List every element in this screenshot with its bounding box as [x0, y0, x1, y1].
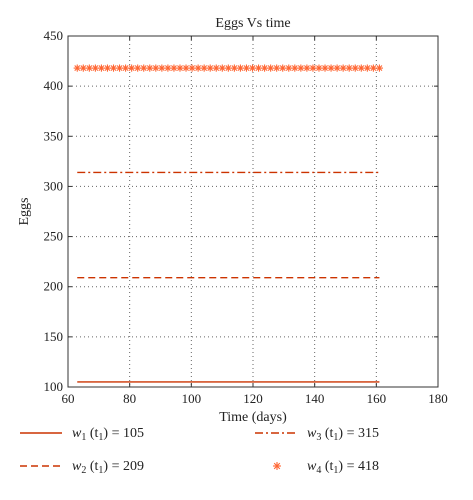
asterisk-marker: [248, 64, 257, 72]
chart-title: Eggs Vs time: [215, 16, 290, 31]
legend-label: w4 (t1) = 418: [307, 459, 379, 476]
asterisk-marker: [267, 64, 275, 72]
legend-entry-2: w2 (t1) = 209: [20, 459, 144, 476]
asterisk-marker: [273, 462, 281, 470]
asterisk-marker: [327, 64, 335, 72]
y-tick-label: 450: [44, 28, 64, 43]
asterisk-marker: [206, 64, 214, 72]
legend-label: w2 (t1) = 209: [72, 459, 144, 476]
asterisk-marker: [303, 64, 311, 72]
asterisk-marker: [357, 64, 365, 72]
x-tick-label: 80: [123, 391, 136, 406]
series-4: [73, 64, 384, 72]
asterisk-marker: [260, 64, 269, 72]
asterisk-marker: [236, 64, 245, 72]
asterisk-marker: [254, 64, 263, 72]
asterisk-marker: [279, 64, 287, 72]
asterisk-marker: [134, 64, 142, 72]
x-tick-label: 60: [62, 391, 75, 406]
asterisk-marker: [79, 64, 87, 72]
asterisk-marker: [321, 64, 329, 72]
x-tick-label: 160: [367, 391, 387, 406]
asterisk-marker: [164, 64, 172, 72]
series-layer: [73, 64, 384, 383]
asterisk-marker: [363, 64, 371, 72]
x-tick-label: 180: [428, 391, 448, 406]
legend-label: w3 (t1) = 315: [307, 426, 379, 443]
legend-entry-4: w4 (t1) = 418: [273, 459, 379, 476]
asterisk-marker: [188, 64, 196, 72]
asterisk-marker: [182, 64, 190, 72]
legend-label: w1 (t1) = 105: [72, 426, 144, 443]
y-tick-label: 200: [44, 279, 64, 294]
x-axis-label: Time (days): [219, 410, 287, 425]
asterisk-marker: [212, 64, 220, 72]
y-tick-label: 300: [44, 178, 64, 193]
asterisk-marker: [109, 64, 118, 72]
asterisk-marker: [315, 64, 323, 72]
x-tick-label: 100: [182, 391, 202, 406]
asterisk-marker: [146, 64, 154, 72]
asterisk-marker: [97, 64, 106, 72]
grid-lines: [68, 36, 438, 387]
y-tick-label: 150: [44, 329, 64, 344]
legend-entry-3: w3 (t1) = 315: [255, 426, 379, 443]
legend-entry-1: w1 (t1) = 105: [20, 426, 144, 443]
legend: w1 (t1) = 105 w3 (t1) = 315 w2 (t1) = 209 w…: [20, 426, 379, 476]
asterisk-marker: [73, 64, 81, 72]
y-tick-label: 400: [44, 78, 64, 93]
asterisk-marker: [170, 64, 178, 72]
asterisk-marker: [115, 64, 124, 72]
asterisk-marker: [103, 64, 112, 72]
asterisk-marker: [158, 64, 166, 72]
asterisk-marker: [121, 64, 130, 72]
asterisk-marker: [224, 64, 232, 72]
asterisk-marker: [291, 64, 299, 72]
asterisk-marker: [297, 64, 305, 72]
y-tick-label: 350: [44, 128, 64, 143]
asterisk-marker: [345, 64, 353, 72]
x-tick-label: 120: [243, 391, 263, 406]
asterisk-marker: [333, 64, 341, 72]
asterisk-marker: [140, 64, 148, 72]
asterisk-marker: [339, 64, 347, 72]
asterisk-marker: [200, 64, 208, 72]
asterisk-marker: [273, 64, 281, 72]
asterisk-marker: [176, 64, 184, 72]
axis-ticks: 60 80 100 120 140 160 180 100 150 200 250 300 350 400…: [44, 28, 448, 406]
asterisk-marker: [218, 64, 226, 72]
y-tick-label: 100: [44, 379, 64, 394]
asterisk-marker: [194, 64, 202, 72]
asterisk-marker: [351, 64, 359, 72]
asterisk-marker: [230, 64, 238, 72]
asterisk-marker: [242, 64, 251, 72]
asterisk-marker: [85, 64, 93, 72]
asterisk-marker: [152, 64, 160, 72]
y-axis-label: Eggs: [17, 198, 32, 226]
y-tick-label: 250: [44, 229, 64, 244]
asterisk-marker: [91, 64, 99, 72]
asterisk-marker: [128, 64, 136, 72]
asterisk-marker: [285, 64, 293, 72]
asterisk-marker: [375, 64, 384, 72]
asterisk-marker: [309, 64, 317, 72]
x-tick-label: 140: [305, 391, 325, 406]
asterisk-marker: [369, 64, 377, 72]
